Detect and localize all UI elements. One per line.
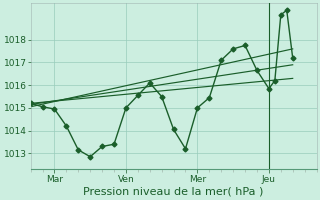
X-axis label: Pression niveau de la mer( hPa ): Pression niveau de la mer( hPa ): [84, 187, 264, 197]
